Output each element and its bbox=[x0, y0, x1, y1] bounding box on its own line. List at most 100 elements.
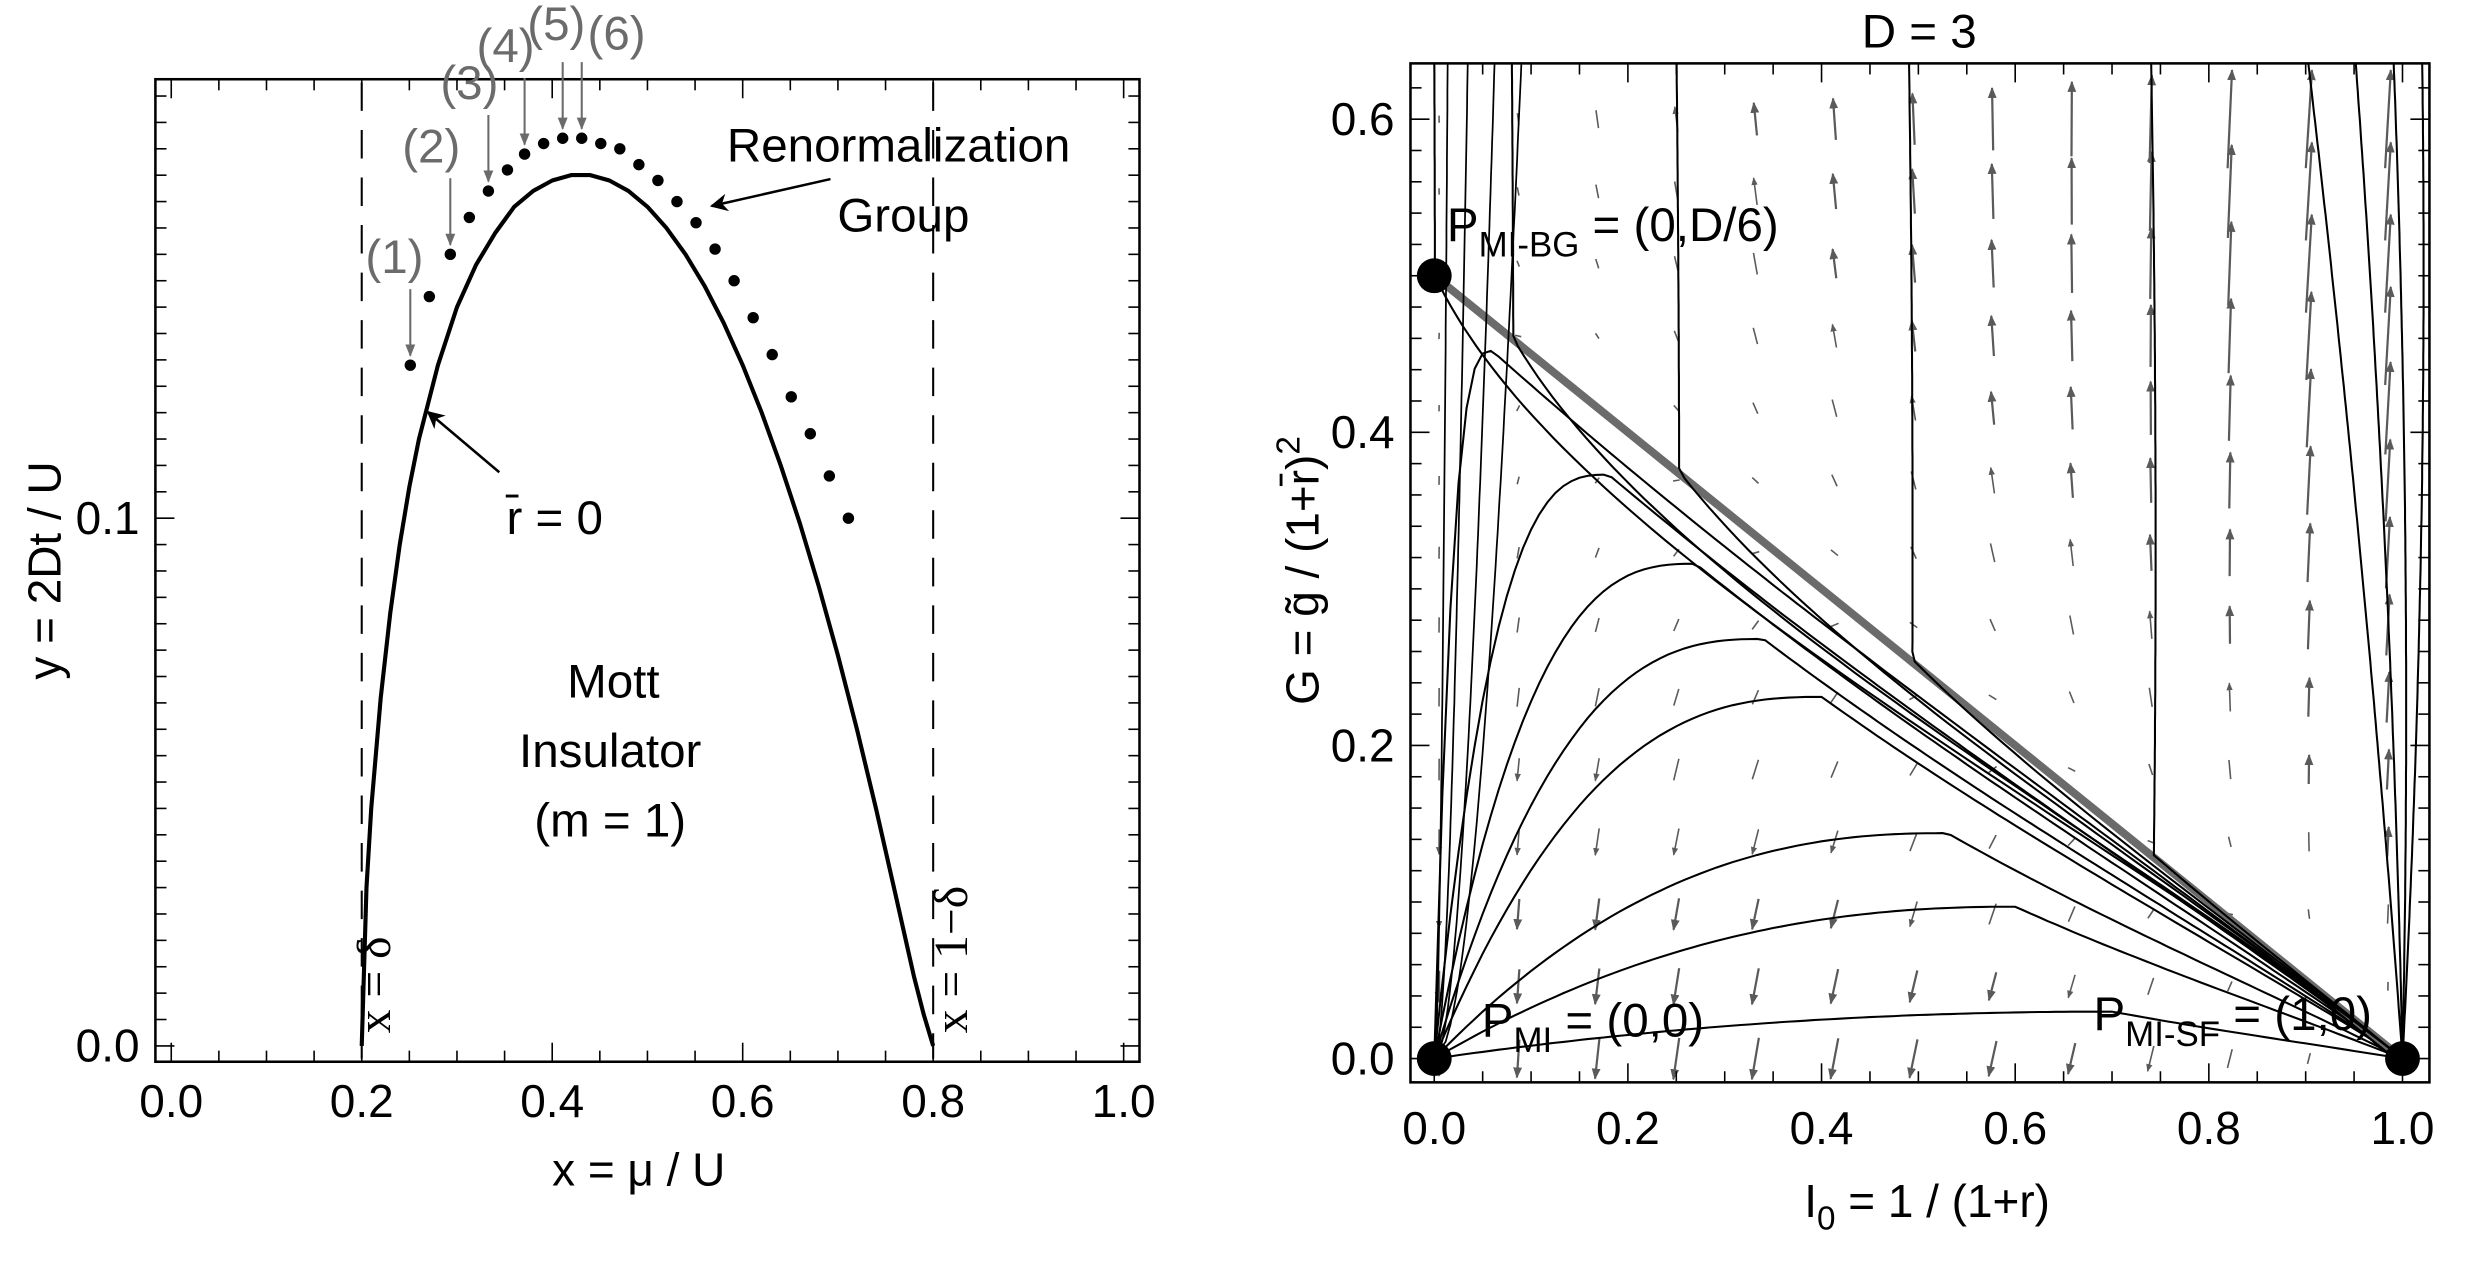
fixed-point-label: PMI = (0,0) bbox=[1482, 994, 1704, 1060]
flow-vector bbox=[1673, 618, 1680, 632]
left-x-tick-label: 1.0 bbox=[1092, 1075, 1156, 1127]
flow-vector bbox=[2147, 909, 2155, 919]
right-y-tick-label: 0.0 bbox=[1331, 1032, 1395, 1084]
right-x-tick-label: 0.4 bbox=[1790, 1102, 1854, 1154]
streamline-upper bbox=[2392, 63, 2408, 1059]
flow-vector bbox=[2226, 297, 2236, 374]
flow-vector bbox=[1513, 969, 1523, 1005]
rg-point-label: (4) bbox=[477, 20, 535, 73]
flow-vector bbox=[2069, 615, 2075, 635]
flow-vector bbox=[1908, 243, 1918, 283]
streamline-upper bbox=[2150, 63, 2404, 1060]
rg-annotation-arrow bbox=[709, 177, 831, 212]
streamline-lower bbox=[1434, 1010, 2404, 1066]
flow-vector bbox=[2226, 220, 2236, 306]
flow-vector bbox=[1673, 688, 1680, 706]
flow-vector bbox=[1594, 688, 1600, 707]
fixed-point-label-main: P bbox=[2093, 988, 2125, 1041]
streamline-lower bbox=[1433, 349, 2404, 1066]
flow-vector bbox=[1513, 898, 1523, 931]
flow-vector bbox=[1830, 549, 1839, 557]
rg-data-point bbox=[823, 470, 836, 482]
rg-point-label: (1) bbox=[365, 231, 423, 284]
left-x-tick-label: 0.0 bbox=[139, 1075, 203, 1127]
flow-vector bbox=[2226, 374, 2235, 441]
right-x-tick-label: 0.2 bbox=[1596, 1102, 1660, 1154]
flow-vector bbox=[2067, 906, 2076, 922]
flow-vector bbox=[1514, 334, 1522, 338]
left-tick-labels: 0.0 0.2 0.4 0.6 0.8 1.0 0.0 0.1 bbox=[76, 492, 1156, 1127]
flow-vector bbox=[2384, 213, 2395, 313]
rg-data-point bbox=[709, 243, 721, 255]
left-y-tick-label: 0.0 bbox=[76, 1020, 140, 1072]
rg-data-point bbox=[842, 512, 855, 524]
rg-data-point bbox=[423, 290, 436, 303]
rg-data-point bbox=[576, 132, 588, 144]
rg-data-point bbox=[690, 216, 702, 229]
flow-vector bbox=[1672, 758, 1680, 781]
right-panel: D = 3 0.0 0.2 0.4 0.6 0.8 1.00.00.20.40.6 PMI… bbox=[1271, 6, 2435, 1238]
flow-vector bbox=[1831, 474, 1838, 487]
fixed-point-label-tail: = (0,D/6) bbox=[1579, 199, 1778, 252]
flow-vector bbox=[1829, 172, 1839, 210]
fixed-point-label-sub: MI-BG bbox=[1479, 226, 1580, 265]
flow-vector bbox=[1516, 546, 1520, 559]
right-x-tick-label: 0.6 bbox=[1983, 1102, 2047, 1154]
flow-vector bbox=[2067, 974, 2076, 999]
flow-vector bbox=[1516, 476, 1520, 485]
flow-vector bbox=[2146, 457, 2155, 503]
flow-vector bbox=[1989, 543, 1996, 563]
flow-vector bbox=[1673, 330, 1680, 342]
streamlines bbox=[1431, 63, 2425, 1066]
ylabel-main: G = g̃ / (1+r̄) bbox=[1277, 455, 1329, 705]
flow-vector bbox=[1751, 177, 1758, 206]
flow-vector bbox=[2227, 836, 2232, 848]
fixed-point-label-tail: = (0,0) bbox=[1552, 994, 1704, 1047]
flow-vector bbox=[1828, 968, 1840, 1005]
flow-vector bbox=[2067, 538, 2075, 567]
rg-data-point bbox=[671, 195, 683, 208]
flow-vector bbox=[1908, 901, 1918, 928]
flow-vector bbox=[1749, 1037, 1760, 1081]
streamline-lower bbox=[1433, 473, 2404, 1066]
flow-vector bbox=[2148, 763, 2154, 776]
flow-vector bbox=[1987, 86, 1997, 151]
flow-vector bbox=[2305, 522, 2315, 583]
flow-vector bbox=[2384, 438, 2395, 522]
flow-vector bbox=[2226, 68, 2237, 169]
flow-vector bbox=[2386, 904, 2390, 924]
streamline-lower bbox=[1433, 637, 2404, 1066]
flow-vector bbox=[1988, 694, 1997, 701]
flow-vector bbox=[1828, 1038, 1840, 1080]
left-vlines bbox=[360, 82, 935, 1059]
flow-vector bbox=[2146, 227, 2156, 299]
flow-vector bbox=[2304, 213, 2316, 313]
fixed-point-marker bbox=[1416, 1041, 1452, 1077]
rg-data-point bbox=[728, 275, 740, 287]
flow-vector bbox=[1750, 101, 1760, 136]
flow-vector bbox=[1907, 1039, 1919, 1079]
left-x-axis-label: x = μ / U bbox=[552, 1143, 725, 1195]
mott-label-line2: Insulator bbox=[519, 725, 701, 778]
flow-vector bbox=[1593, 828, 1600, 857]
right-plot-title: D = 3 bbox=[1862, 6, 1977, 59]
streamline-upper bbox=[2307, 63, 2404, 1059]
flow-vector bbox=[2384, 285, 2395, 386]
flow-vector bbox=[2066, 233, 2076, 293]
rg-point-label: (2) bbox=[402, 120, 460, 173]
rg-data-point bbox=[633, 158, 645, 171]
flow-vector bbox=[1515, 405, 1521, 412]
flow-vector bbox=[2305, 367, 2315, 448]
xlabel-rest: = 1 / (1+r) bbox=[1835, 1175, 2049, 1227]
flow-vector bbox=[1751, 476, 1760, 484]
flow-vector bbox=[1909, 832, 1918, 852]
flow-vector bbox=[2066, 1042, 2077, 1076]
rg-data-point bbox=[766, 348, 778, 361]
left-x-tick-label: 0.2 bbox=[330, 1075, 394, 1127]
flow-vector bbox=[2225, 451, 2235, 509]
flow-vector bbox=[2147, 610, 2154, 639]
flow-vector bbox=[1591, 1038, 1601, 1080]
flow-vector bbox=[1595, 110, 1600, 129]
right-x-tick-label: 0.8 bbox=[2177, 1102, 2241, 1154]
